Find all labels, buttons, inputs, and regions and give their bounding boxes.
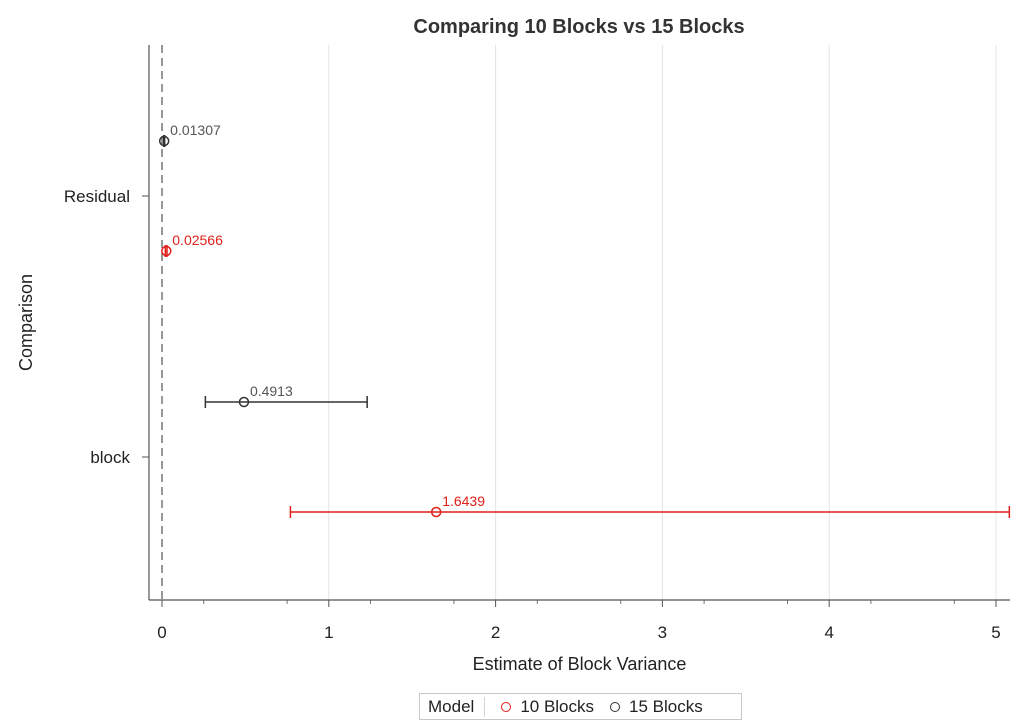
- x-axis-title: Estimate of Block Variance: [473, 654, 687, 674]
- data-label-10-blocks-block: 1.6439: [442, 493, 485, 509]
- x-tick-label: 2: [491, 623, 500, 642]
- x-tick-label: 4: [824, 623, 833, 642]
- data-label-15-blocks-residual: 0.01307: [170, 122, 221, 138]
- legend-entry-15-blocks: 15 Blocks: [610, 697, 703, 717]
- x-tick-label: 3: [658, 623, 667, 642]
- chart-title: Comparing 10 Blocks vs 15 Blocks: [413, 16, 745, 38]
- y-tick-label: Residual: [64, 187, 130, 206]
- legend-label-15-blocks: 15 Blocks: [629, 696, 703, 716]
- legend-marker-15-blocks: [610, 701, 621, 712]
- point-10-blocks-residual: [161, 245, 172, 257]
- x-tick-label: 0: [157, 623, 166, 642]
- y-axis-title: Comparison: [16, 274, 36, 371]
- legend-marker-10-blocks: [501, 701, 512, 712]
- legend-label-10-blocks: 10 Blocks: [520, 696, 595, 716]
- legend-entry-10-blocks: 10 Blocks: [501, 697, 594, 717]
- data-label-15-blocks-block: 0.4913: [250, 383, 293, 399]
- point-10-blocks-block: [430, 506, 442, 518]
- legend: Model 10 Blocks 15 Blocks: [419, 693, 742, 720]
- data-label-10-blocks-residual: 0.02566: [172, 232, 223, 248]
- legend-title: Model: [420, 696, 486, 717]
- x-tick-label: 1: [324, 623, 333, 642]
- point-15-blocks-residual: [158, 135, 170, 147]
- interval-15-blocks-block: [204, 396, 368, 408]
- chart-plot: 0 1 2 3 4 5 Residual block Estimate of Block Var…: [16, 45, 1011, 674]
- x-tick-label: 5: [991, 623, 1000, 642]
- y-tick-label: block: [90, 448, 130, 467]
- interval-10-blocks-block: [289, 506, 1011, 518]
- point-15-blocks-block: [238, 396, 250, 408]
